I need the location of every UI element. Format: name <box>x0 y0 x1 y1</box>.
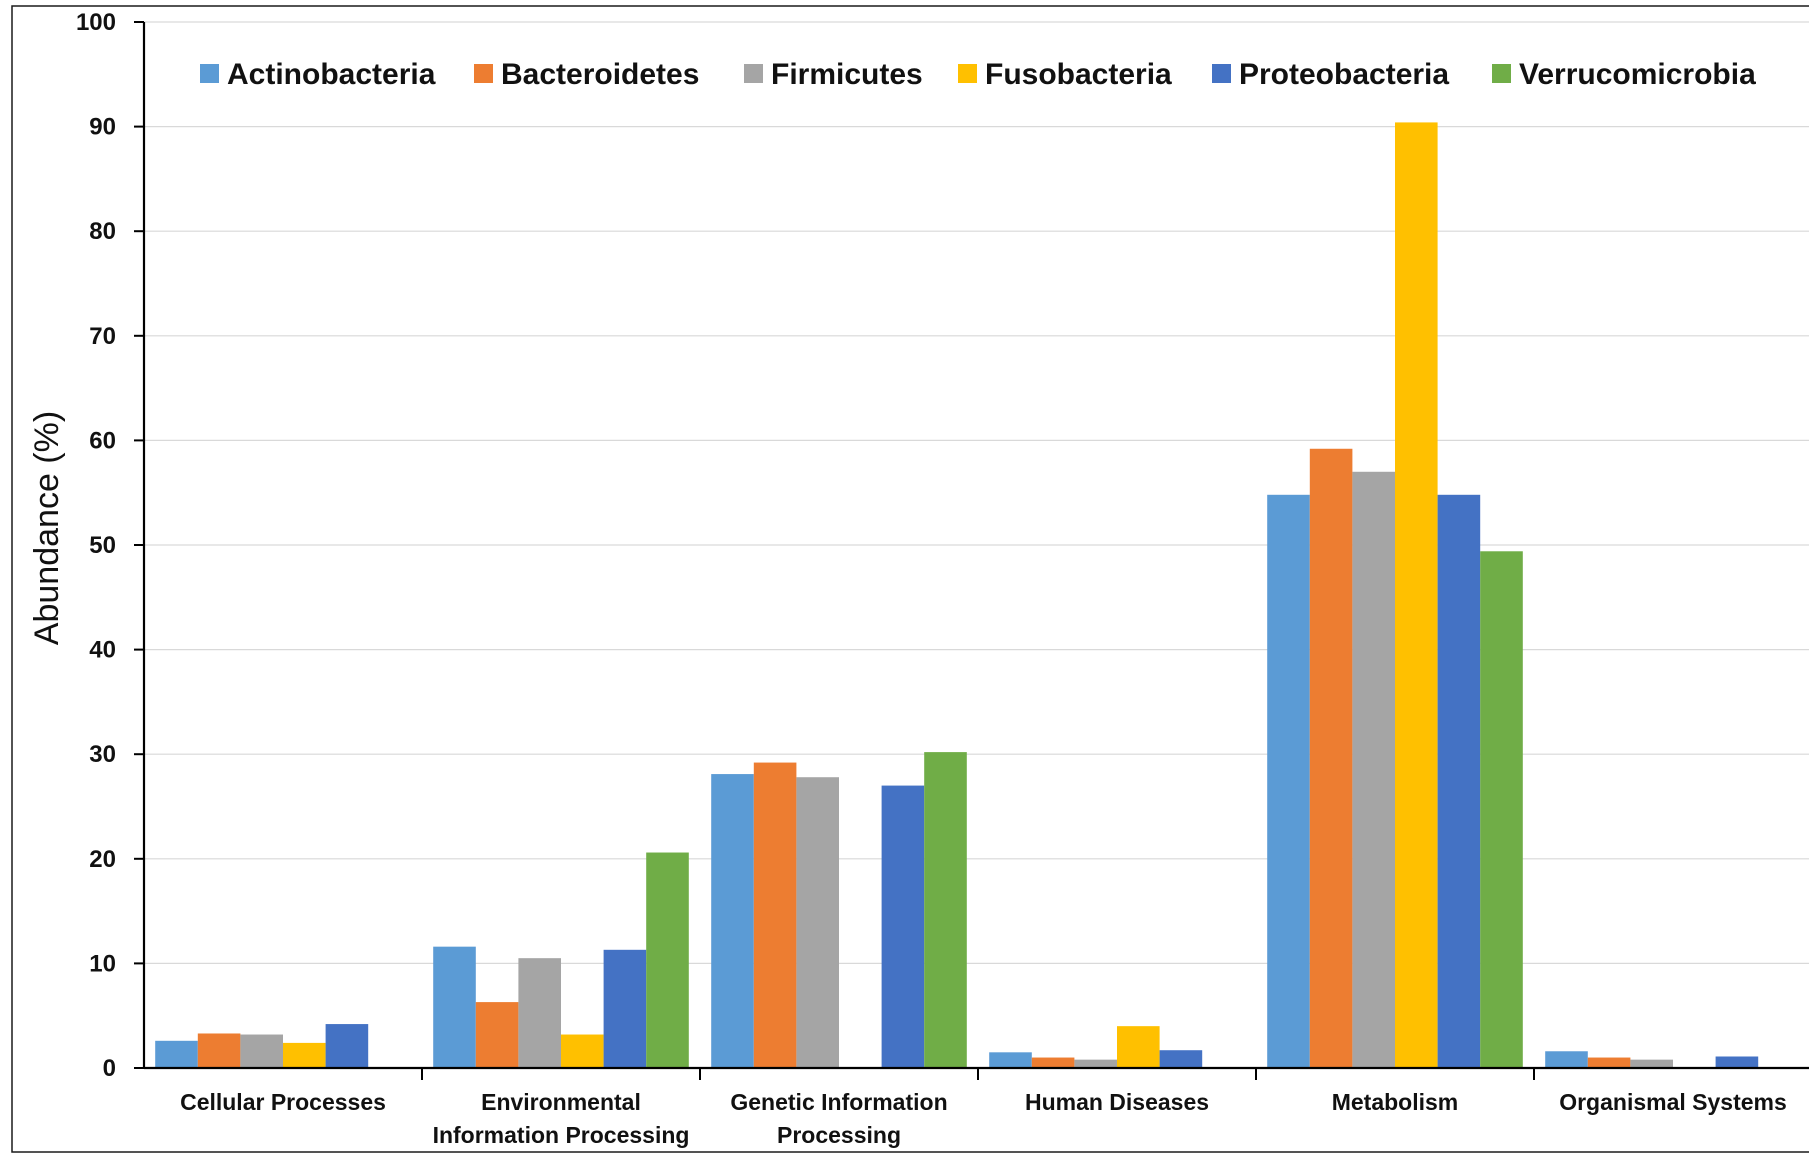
x-tick-label: Environmental Information Processing <box>433 1089 690 1148</box>
legend-label-fusobacteria: Fusobacteria <box>985 58 1172 91</box>
bar-bacteroidetes <box>1587 1057 1631 1068</box>
bar-verrucomicrobia <box>1480 551 1523 1068</box>
bar-bacteroidetes <box>753 762 797 1068</box>
y-tick-label: 100 <box>76 9 116 36</box>
bar-actinobacteria <box>1267 494 1310 1068</box>
bar-fusobacteria <box>1117 1026 1160 1068</box>
x-tick-label: Metabolism <box>1332 1089 1459 1115</box>
y-tick-label: 80 <box>89 218 116 245</box>
bar-actinobacteria <box>989 1052 1032 1068</box>
bar-bacteroidetes <box>197 1033 241 1068</box>
bar-fusobacteria <box>283 1042 326 1068</box>
x-tick-label: Cellular Processes <box>180 1089 386 1115</box>
y-tick-label: 40 <box>89 637 116 664</box>
legend: Actinobacteria Bacteroidetes Firmicutes Fus… <box>200 58 1756 91</box>
bar-firmicutes <box>1074 1059 1117 1068</box>
legend-swatch-actinobacteria <box>200 64 219 83</box>
x-tick-label: Human Diseases <box>1025 1089 1209 1115</box>
legend-swatch-fusobacteria <box>958 64 977 83</box>
bar-actinobacteria <box>433 946 476 1068</box>
bar-proteobacteria <box>325 1024 369 1068</box>
bar-fusobacteria <box>561 1034 604 1068</box>
y-tick-label: 20 <box>89 846 116 873</box>
bar-actinobacteria <box>155 1040 198 1068</box>
tick-labels: 0 10 20 30 40 50 60 70 80 90 100 Cellular Processes… <box>76 9 1787 1148</box>
bars <box>155 122 1759 1068</box>
bar-firmicutes <box>1352 471 1395 1068</box>
bar-proteobacteria <box>1715 1056 1759 1068</box>
legend-swatch-verrucomicrobia <box>1492 64 1511 83</box>
y-tick-label: 90 <box>89 114 116 141</box>
bar-fusobacteria <box>1395 122 1438 1068</box>
bar-bacteroidetes <box>1031 1057 1075 1068</box>
gridlines <box>144 21 1809 965</box>
bar-verrucomicrobia <box>646 852 689 1068</box>
bar-proteobacteria <box>881 785 925 1068</box>
y-tick-label: 70 <box>89 323 116 350</box>
bar-verrucomicrobia <box>924 752 967 1068</box>
bar-firmicutes <box>240 1034 283 1068</box>
bar-bacteroidetes <box>1309 448 1353 1068</box>
legend-swatch-firmicutes <box>744 64 763 83</box>
bar-proteobacteria <box>1159 1050 1203 1068</box>
y-axis-label: Abundance (%) <box>28 411 66 645</box>
legend-label-bacteroidetes: Bacteroidetes <box>501 58 699 91</box>
bar-actinobacteria <box>1545 1051 1588 1068</box>
legend-swatch-bacteroidetes <box>474 64 493 83</box>
legend-swatch-proteobacteria <box>1212 64 1231 83</box>
y-tick-label: 0 <box>103 1055 116 1082</box>
legend-label-actinobacteria: Actinobacteria <box>227 58 436 91</box>
bar-proteobacteria <box>1437 494 1481 1068</box>
chart-border <box>11 5 1809 1153</box>
y-tick-label: 30 <box>89 741 116 768</box>
bar-firmicutes <box>796 777 839 1068</box>
axes <box>134 21 1809 1080</box>
y-tick-label: 60 <box>89 427 116 454</box>
bar-bacteroidetes <box>475 1002 519 1068</box>
y-tick-label: 10 <box>89 950 116 977</box>
bar-firmicutes <box>518 958 561 1068</box>
x-tick-label: Genetic Information Processing <box>730 1089 947 1148</box>
bar-proteobacteria <box>603 949 647 1068</box>
legend-label-firmicutes: Firmicutes <box>771 58 923 91</box>
bar-firmicutes <box>1630 1059 1673 1068</box>
x-tick-label: Organismal Systems <box>1559 1089 1787 1115</box>
legend-label-verrucomicrobia: Verrucomicrobia <box>1519 58 1756 91</box>
bar-actinobacteria <box>711 774 754 1068</box>
y-tick-label: 50 <box>89 532 116 559</box>
legend-label-proteobacteria: Proteobacteria <box>1239 58 1449 91</box>
